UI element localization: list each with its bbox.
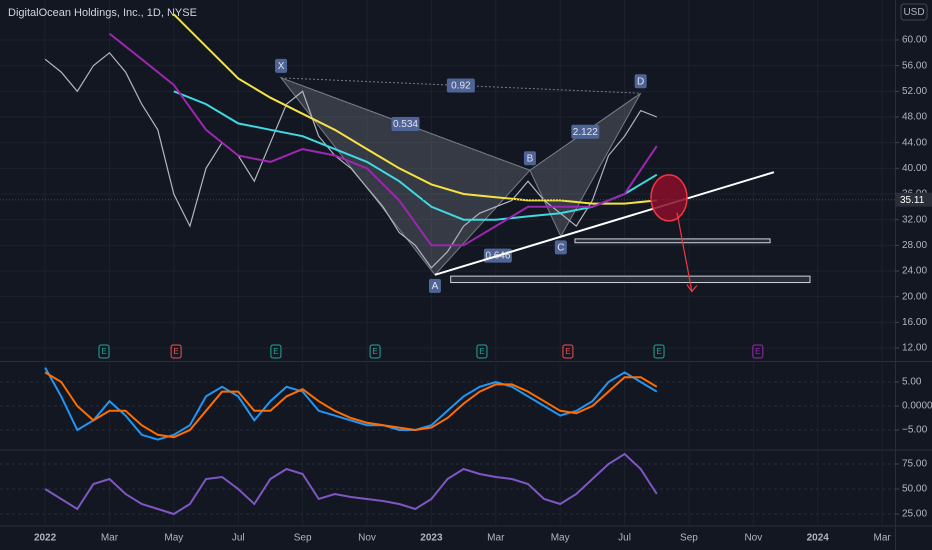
x-tick-label: Mar — [101, 533, 119, 544]
highlight-circle — [650, 174, 688, 222]
pattern-point-label: B — [527, 153, 534, 164]
earnings-marker — [476, 344, 488, 359]
pattern-point-label: D — [637, 76, 644, 87]
pattern-point-box — [275, 58, 288, 73]
earnings-label: E — [565, 347, 570, 356]
earnings-label: E — [372, 347, 377, 356]
x-tick-label: 2024 — [807, 533, 830, 544]
ratio-box — [391, 117, 420, 132]
x-tick-label: Jul — [232, 533, 245, 544]
earnings-label: E — [101, 347, 106, 356]
currency-box[interactable] — [900, 3, 928, 21]
x-tick-label: Nov — [358, 533, 376, 544]
y-tick-label: 12.00 — [902, 343, 927, 354]
series-line — [44, 452, 658, 516]
earnings-label: E — [273, 347, 278, 356]
y-tick-label: 0.0000 — [902, 401, 932, 412]
price-zone — [450, 275, 811, 284]
ratio-label: 2.122 — [573, 127, 598, 138]
earnings-marker — [562, 344, 574, 359]
earnings-marker — [752, 344, 764, 359]
x-tick-label: May — [551, 533, 570, 544]
arrow — [676, 212, 693, 292]
pattern-point-box — [523, 151, 536, 166]
y-tick-label: −5.00 — [902, 425, 928, 436]
x-tick-label: Jul — [618, 533, 631, 544]
pattern-point-label: X — [278, 61, 285, 72]
series-line — [44, 367, 658, 441]
series-line — [44, 51, 658, 269]
chart-title: DigitalOcean Holdings, Inc., 1D, NYSE — [8, 7, 197, 19]
pattern-point-box — [428, 278, 441, 293]
price-marker-label: 35.11 — [900, 195, 925, 206]
ratio-label: 0.534 — [393, 119, 418, 130]
earnings-label: E — [173, 347, 178, 356]
y-tick-label: 44.00 — [902, 137, 927, 148]
y-tick-label: 48.00 — [902, 112, 927, 123]
y-tick-label: 16.00 — [902, 317, 927, 328]
earnings-label: E — [656, 347, 661, 356]
earnings-marker — [369, 344, 381, 359]
currency-label[interactable]: USD — [903, 7, 924, 18]
y-tick-label: 28.00 — [902, 240, 927, 251]
series-line — [173, 90, 658, 221]
arrow-head — [686, 284, 698, 293]
earnings-marker — [270, 344, 282, 359]
ratio-box — [571, 124, 600, 139]
earnings-label: E — [479, 347, 484, 356]
y-tick-label: 52.00 — [902, 86, 927, 97]
y-tick-label: 5.00 — [902, 377, 922, 388]
y-tick-label: 56.00 — [902, 60, 927, 71]
x-tick-label: May — [164, 533, 183, 544]
x-tick-label: 2022 — [34, 533, 57, 544]
x-tick-label: Mar — [874, 533, 892, 544]
price-zone — [574, 238, 771, 244]
trendline — [434, 171, 775, 276]
ratio-label: 0.92 — [451, 81, 471, 92]
ratio-line — [529, 92, 641, 171]
pattern-point-box — [554, 240, 567, 255]
series-line — [44, 371, 658, 439]
y-tick-label: 40.00 — [902, 163, 927, 174]
x-tick-label: Nov — [744, 533, 762, 544]
y-tick-label: 32.00 — [902, 214, 927, 225]
y-tick-label: 25.00 — [902, 509, 927, 520]
pattern-point-box — [634, 74, 647, 89]
x-tick-label: Sep — [294, 533, 312, 544]
x-tick-label: Sep — [680, 533, 698, 544]
y-tick-label: 75.00 — [902, 459, 927, 470]
ratio-box — [446, 78, 475, 93]
pattern-point-label: A — [432, 281, 439, 292]
series-line — [173, 13, 657, 205]
x-tick-label: Mar — [487, 533, 505, 544]
x-tick-label: 2023 — [420, 533, 443, 544]
y-tick-label: 60.00 — [902, 35, 927, 46]
price-marker-box — [896, 192, 932, 207]
y-tick-label: 20.00 — [902, 291, 927, 302]
earnings-label: E — [755, 347, 760, 356]
y-tick-label: 24.00 — [902, 266, 927, 277]
earnings-marker — [170, 344, 182, 359]
series-line — [108, 32, 658, 247]
pattern-point-label: C — [557, 242, 564, 253]
y-tick-label: 50.00 — [902, 484, 927, 495]
earnings-marker — [98, 344, 110, 359]
earnings-marker — [653, 344, 665, 359]
